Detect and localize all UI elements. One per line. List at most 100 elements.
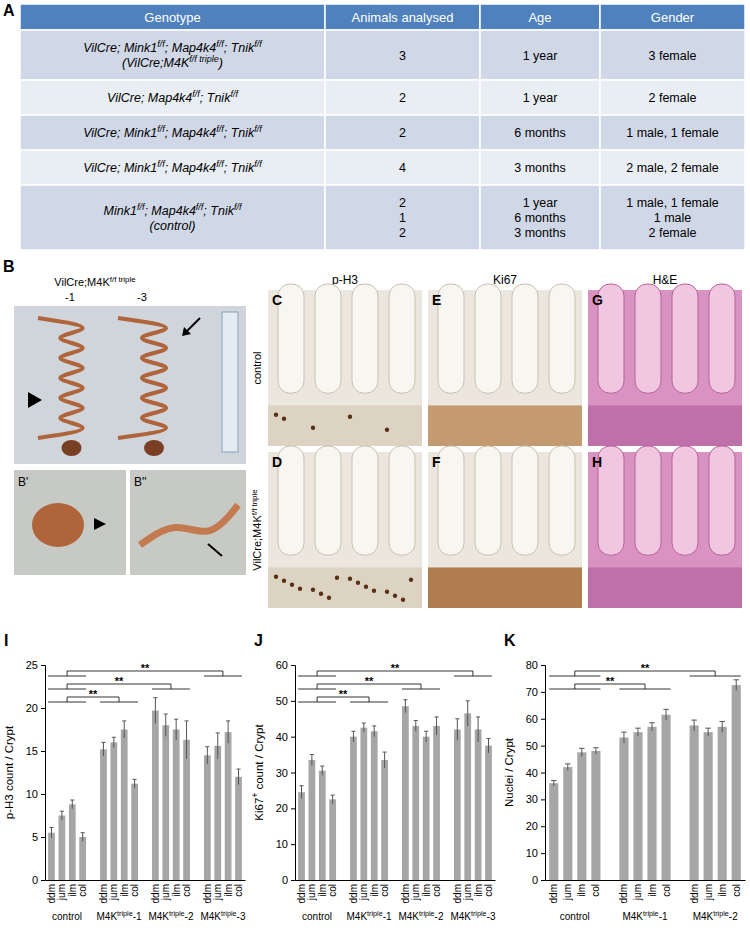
text-segment: M4K — [398, 911, 419, 922]
error-cap — [424, 731, 428, 732]
error-cap — [226, 720, 230, 721]
bar — [591, 751, 600, 880]
x-axis: ddmjumilmcolddmjumilmcolddmjumilmcolddmj… — [296, 880, 496, 903]
y-tick-mark — [291, 665, 295, 666]
x-tick: ilm — [317, 880, 328, 897]
x-tick: ddm — [150, 880, 161, 903]
cell-text: 3 months — [514, 226, 565, 240]
x-tick: ddm — [296, 880, 307, 903]
x-tick-label: ddm — [618, 884, 629, 903]
panel-label: D — [272, 454, 282, 470]
stain-dot — [274, 413, 278, 417]
arrow — [186, 318, 200, 332]
y-axis-title: Nuclei / Crypt — [503, 737, 515, 807]
x-tick-label: ilm — [369, 884, 380, 897]
error-cap — [691, 720, 696, 721]
bar-chart: I0510152025ddmjumilmcolddmjumilmcolddmju… — [3, 632, 246, 922]
y-tick-label: 10 — [26, 788, 38, 800]
villus — [438, 446, 464, 555]
bar — [162, 725, 169, 880]
error-bar — [384, 752, 385, 768]
y-tick-label: 20 — [26, 702, 38, 714]
panel-label: B — [3, 258, 15, 275]
stain-dot — [327, 596, 331, 600]
y-tick: 0 — [32, 874, 45, 886]
x-tick-label: jum — [212, 884, 223, 901]
bar — [360, 728, 367, 880]
text-segment: control — [560, 911, 590, 922]
error-bar — [708, 728, 709, 736]
x-tick-label: ilm — [421, 884, 432, 897]
x-tick: col — [661, 880, 672, 897]
villus — [709, 446, 735, 555]
y-tick-label: 10 — [276, 838, 288, 850]
stain-dot — [401, 598, 405, 602]
text-segment: ; Map4k4 — [144, 204, 195, 218]
x-tick-label: jum — [358, 884, 369, 901]
error-cap — [414, 720, 418, 721]
x-tick: jum — [632, 880, 643, 901]
error-cap — [185, 720, 189, 721]
text-segment: ; Tnik — [200, 91, 231, 105]
text-segment: -1 — [383, 911, 392, 922]
error-cap — [216, 732, 220, 733]
text-segment: control — [52, 911, 82, 922]
x-tick-label: col — [483, 884, 494, 897]
stain-dot — [385, 428, 389, 432]
error-bar — [186, 721, 187, 759]
text-segment: ; Tnik — [224, 161, 255, 175]
inset-image — [14, 470, 126, 575]
error-bar — [61, 811, 62, 820]
bar — [79, 837, 86, 880]
animal-label: -1 — [65, 291, 75, 303]
superscript: f/f — [234, 202, 243, 212]
column-header: Ki67 — [493, 273, 517, 287]
group-label: M4Ktriple-3 — [200, 909, 245, 922]
cell-text: 1 year — [523, 196, 558, 210]
intestine — [140, 505, 238, 545]
y-tick-mark — [541, 719, 545, 720]
superscript: triple — [471, 909, 487, 918]
text-segment: M4K — [450, 911, 471, 922]
y-tick: 15 — [26, 745, 45, 757]
error-bar — [134, 779, 135, 788]
table-cell — [600, 115, 745, 150]
bar — [402, 706, 409, 880]
group-label: M4Ktriple-2 — [693, 909, 738, 922]
cell-text: 1 male, 1 female — [626, 196, 718, 210]
stain-dot — [409, 578, 413, 582]
text-segment: M4K — [693, 911, 714, 922]
y-tick-label: 70 — [526, 686, 538, 698]
error-cap — [320, 766, 324, 767]
error-cap — [310, 754, 314, 755]
villus — [512, 446, 538, 555]
header-text: Gender — [651, 10, 695, 25]
text-segment: M4K — [148, 911, 169, 922]
error-bar — [103, 742, 104, 756]
x-tick: ddm — [348, 880, 359, 903]
error-bar — [426, 731, 427, 742]
y-tick: 60 — [276, 659, 295, 671]
cell-text: 2 — [399, 91, 406, 105]
y-tick-label: 50 — [526, 740, 538, 752]
error-cap — [705, 728, 710, 729]
villus — [635, 284, 661, 393]
panel-label: C — [272, 292, 282, 308]
x-tick-label: jum — [703, 884, 714, 901]
stain-dot — [282, 579, 286, 583]
error-bar — [736, 680, 737, 691]
text-segment: Ki67 — [253, 798, 265, 821]
stomach — [62, 440, 82, 456]
error-cap — [466, 700, 470, 701]
y-tick: 20 — [276, 802, 295, 814]
x-tick: ddm — [98, 880, 109, 903]
bar — [577, 752, 586, 880]
arrow — [208, 544, 222, 556]
x-tick-label: ddm — [400, 884, 411, 903]
table-cell — [325, 80, 480, 115]
error-cap — [49, 827, 53, 828]
x-tick-label: ddm — [150, 884, 161, 903]
figure: AGenotypeAnimals analysedAgeGenderVilCre… — [0, 0, 750, 949]
y-tick-mark — [41, 794, 45, 795]
error-cap — [372, 725, 376, 726]
